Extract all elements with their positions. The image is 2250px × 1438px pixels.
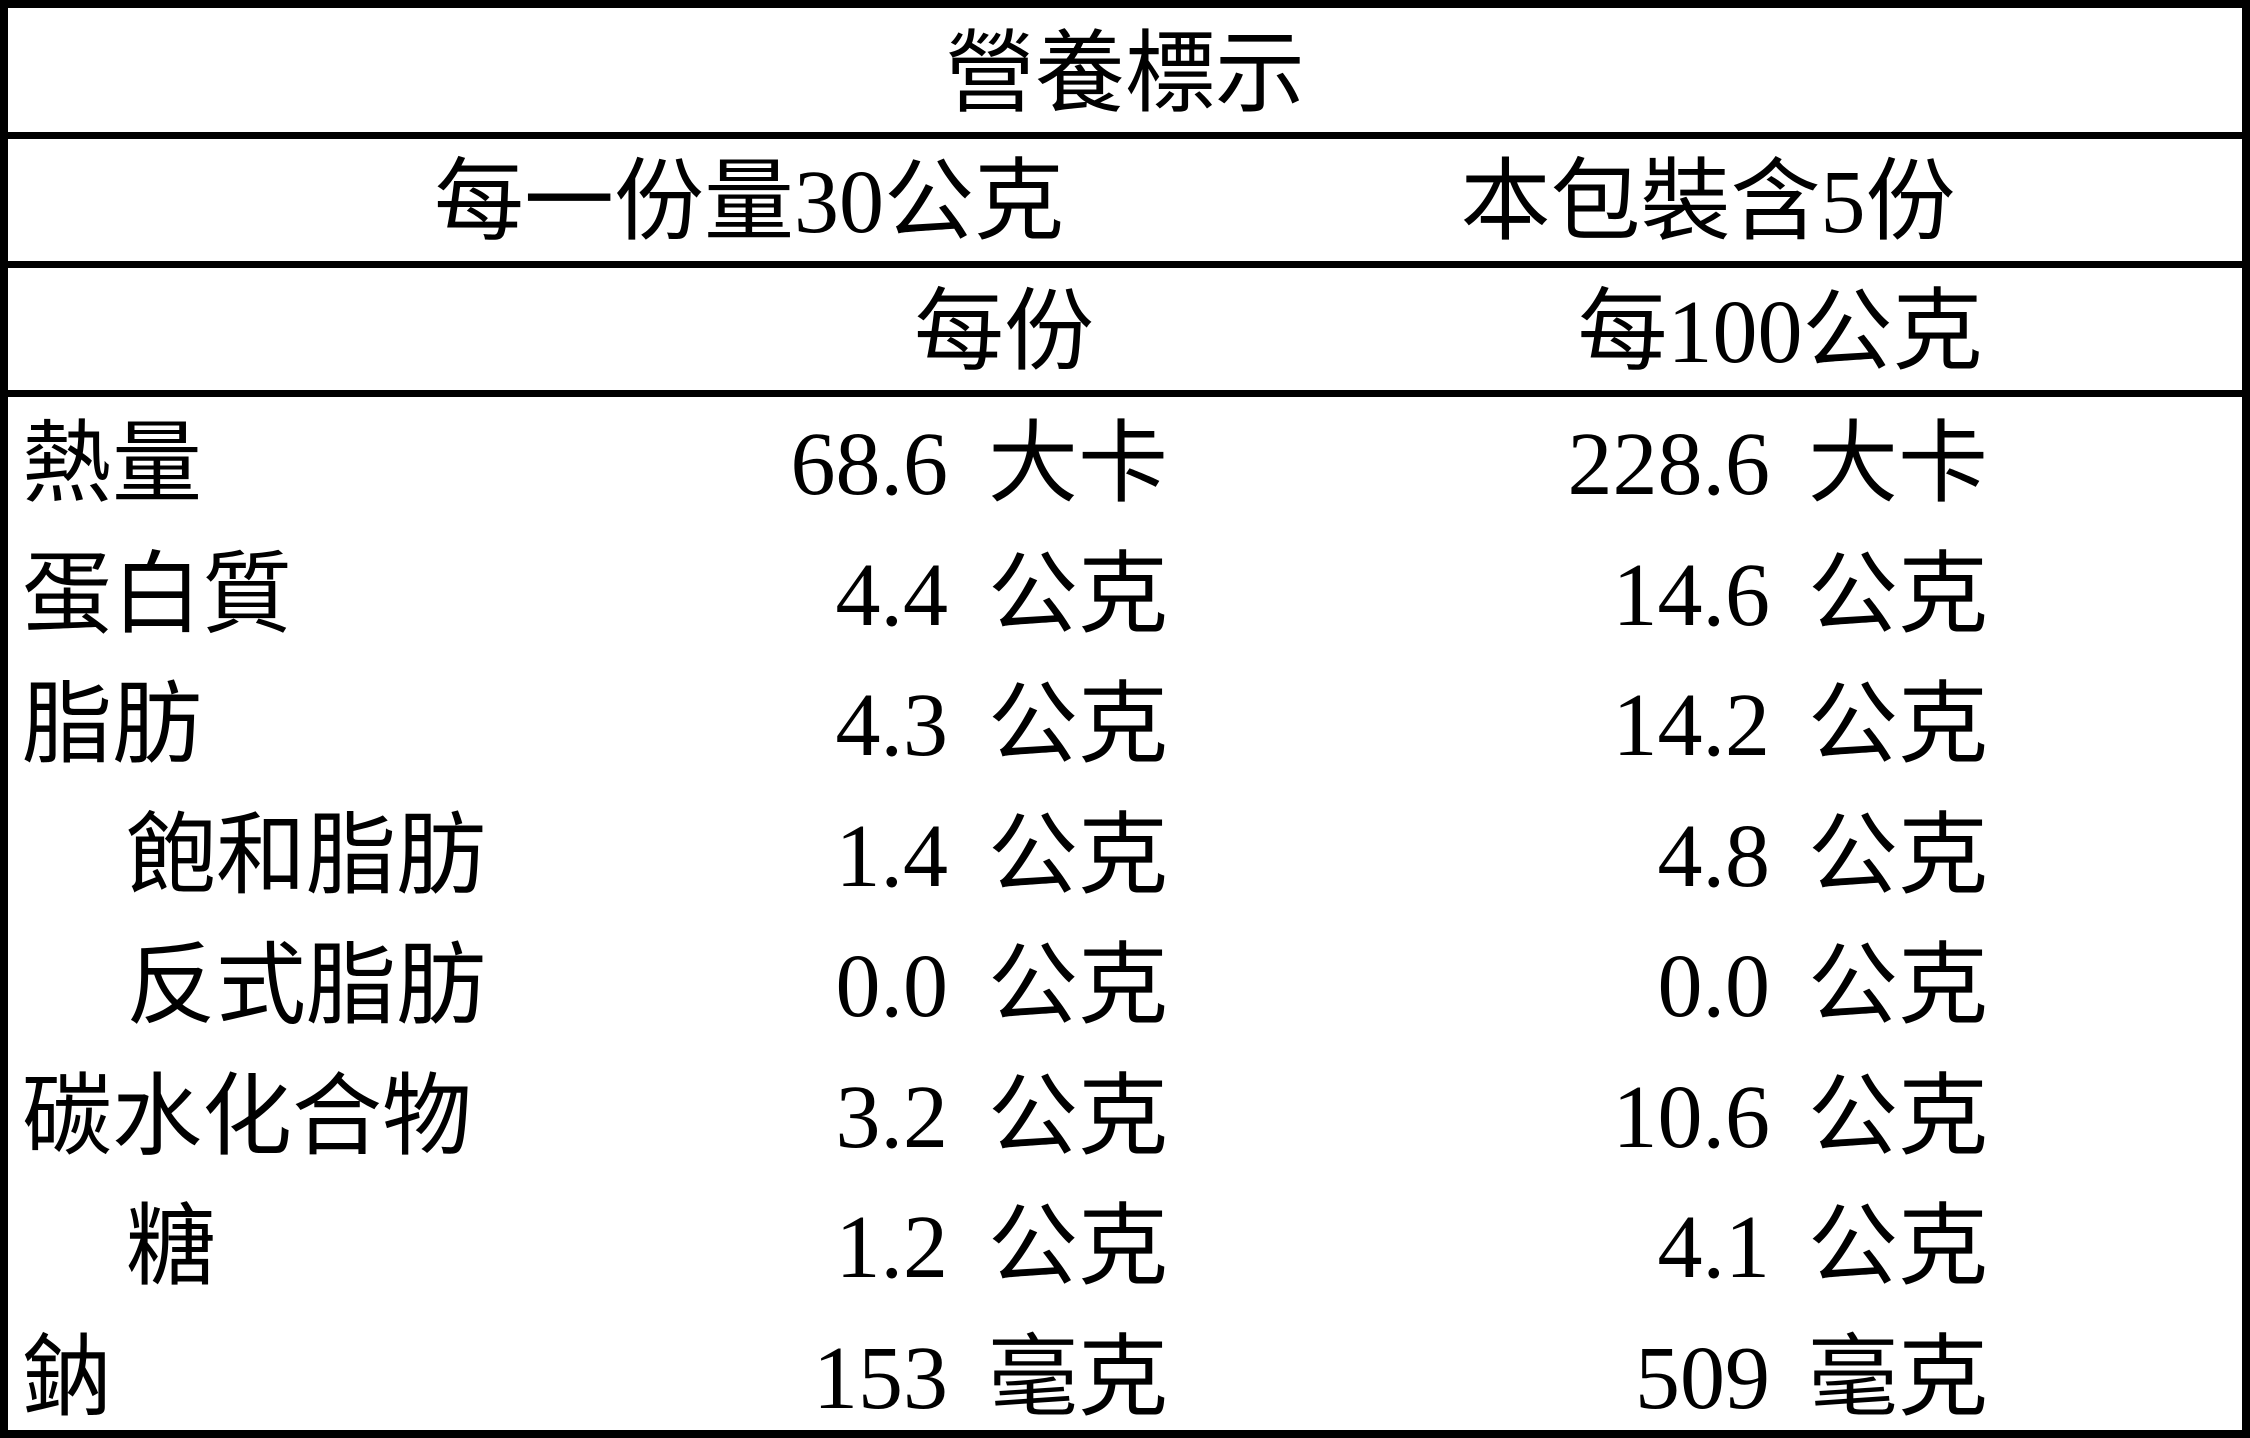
- per-serving-unit: 大卡: [988, 415, 1168, 514]
- divider: [8, 390, 2242, 397]
- per-100g-value: 14.2: [1612, 676, 1771, 775]
- per-100g-unit: 公克: [1808, 806, 1988, 906]
- per-serving-unit: 毫克: [988, 1328, 1168, 1428]
- per-100g-value: 4.1: [1657, 1198, 1771, 1297]
- per-100g-value: 0.0: [1657, 937, 1771, 1036]
- nutrient-name: 鈉: [22, 1328, 112, 1428]
- per-serving-value: 68.6: [790, 415, 949, 514]
- per-100g-value: 509: [1635, 1328, 1770, 1428]
- per-100g-value: 4.8: [1657, 806, 1771, 906]
- nutrient-name: 飽和脂肪: [126, 806, 486, 906]
- per-serving-unit: 公克: [988, 1067, 1168, 1167]
- per-100g-unit: 大卡: [1808, 415, 1988, 514]
- per-100g-unit: 公克: [1808, 1198, 1988, 1297]
- nutrient-name: 蛋白質: [22, 545, 292, 645]
- per-serving-value: 3.2: [835, 1067, 949, 1167]
- per-serving-value: 4.3: [835, 676, 949, 775]
- nutrient-name: 脂肪: [22, 676, 202, 775]
- serving-count: 本包裝含5份: [1460, 153, 1956, 252]
- per-serving-value: 1.4: [835, 806, 949, 906]
- per-serving-unit: 公克: [988, 1198, 1168, 1297]
- nutrient-name: 反式脂肪: [126, 937, 486, 1036]
- per-100g-value: 14.6: [1612, 545, 1771, 645]
- serving-size: 每一份量30公克: [434, 153, 1064, 252]
- per-100g-value: 10.6: [1612, 1067, 1771, 1167]
- per-100g-value: 228.6: [1567, 415, 1771, 514]
- nutrient-name: 碳水化合物: [22, 1067, 472, 1167]
- per-100g-unit: 公克: [1808, 937, 1988, 1036]
- title: 營養標示: [945, 25, 1305, 124]
- column-header: 每100公克: [1577, 283, 1983, 382]
- per-100g-unit: 公克: [1808, 545, 1988, 645]
- per-serving-value: 1.2: [835, 1198, 949, 1297]
- per-serving-value: 153: [813, 1328, 948, 1428]
- per-serving-value: 0.0: [835, 937, 949, 1036]
- per-serving-value: 4.4: [835, 545, 949, 645]
- per-100g-unit: 公克: [1808, 1067, 1988, 1167]
- column-header: 每份: [914, 283, 1094, 382]
- nutrient-name: 熱量: [22, 415, 202, 514]
- per-100g-unit: 公克: [1808, 676, 1988, 775]
- per-100g-unit: 毫克: [1808, 1328, 1988, 1428]
- per-serving-unit: 公克: [988, 937, 1168, 1036]
- per-serving-unit: 公克: [988, 676, 1168, 775]
- per-serving-unit: 公克: [988, 545, 1168, 645]
- divider: [8, 132, 2242, 139]
- nutrient-name: 糖: [126, 1198, 216, 1297]
- per-serving-unit: 公克: [988, 806, 1168, 906]
- divider: [8, 261, 2242, 268]
